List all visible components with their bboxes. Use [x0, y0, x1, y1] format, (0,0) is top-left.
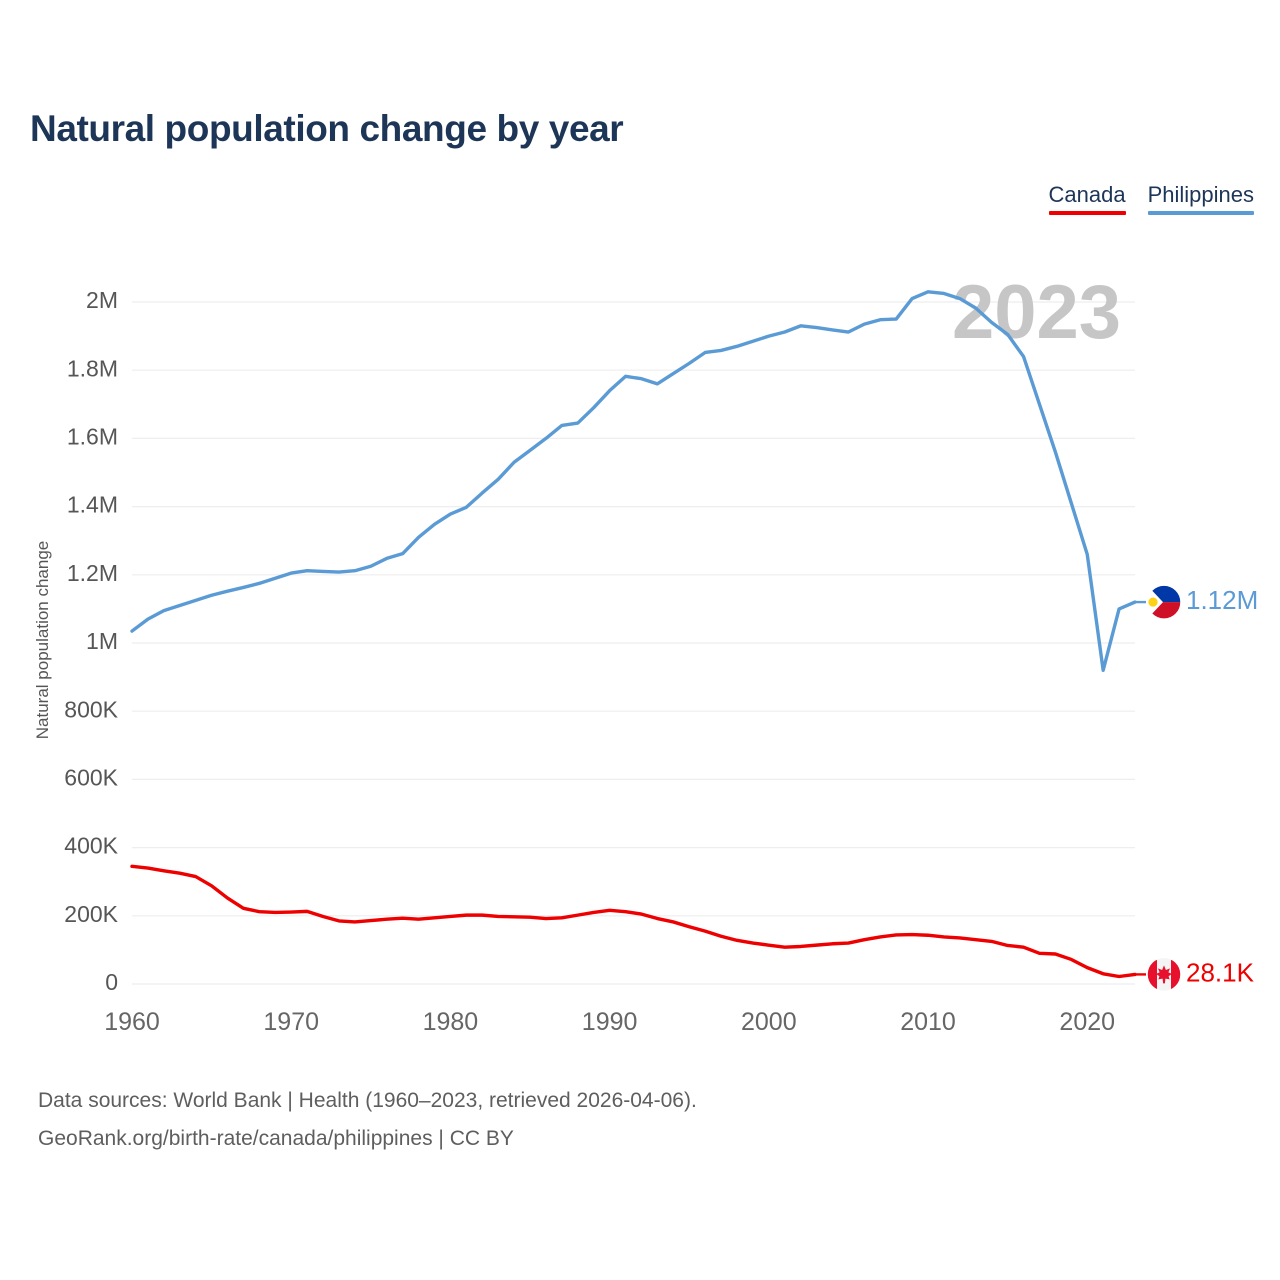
- legend-item-philippines[interactable]: Philippines: [1147, 182, 1254, 215]
- grid-lines: [132, 301, 1135, 985]
- x-axis-tick-label: 1980: [423, 1008, 479, 1036]
- legend-color-swatch-philippines: [1147, 211, 1254, 215]
- x-axis-tick-label: 1990: [582, 1008, 638, 1036]
- x-axis-tick-label: 2010: [900, 1008, 956, 1036]
- y-axis-tick-label: 600K: [64, 764, 118, 790]
- y-axis-tick-label: 1M: [86, 628, 118, 654]
- data-series: [130, 290, 1137, 979]
- x-axis-tick-label: 1960: [104, 1008, 160, 1036]
- y-axis-title: Natural population change: [33, 541, 52, 739]
- y-axis-tick-label: 800K: [64, 696, 118, 722]
- legend-label-philippines: Philippines: [1147, 182, 1254, 207]
- philippines-flag-icon: [1146, 584, 1182, 620]
- watermark-year: 2023: [952, 270, 1121, 355]
- endpoint-value-label: 1.12M: [1186, 585, 1258, 615]
- y-axis-tick-label: 1.2M: [67, 560, 118, 586]
- y-axis-tick-label: 1.8M: [67, 355, 118, 381]
- series-endpoint-markers: 1.12M 28.1K: [1135, 584, 1258, 993]
- page-title: Natural population change by year: [30, 108, 624, 149]
- y-axis-tick-label: 0: [105, 969, 118, 995]
- y-axis-tick-label: 200K: [64, 901, 118, 927]
- series-line-philippines: [130, 290, 1137, 672]
- y-axis-tick-labels: 0 200K 400K 600K 800K 1M 1.2M 1.4M 1.6M 1.8M 2M: [64, 287, 118, 995]
- canada-flag-icon: [1146, 956, 1182, 993]
- series-line-canada: [130, 864, 1137, 979]
- y-axis-tick-label: 400K: [64, 833, 118, 859]
- legend: Canada Philippines: [1048, 182, 1254, 215]
- x-axis-tick-label: 2000: [741, 1008, 797, 1036]
- y-axis-tick-label: 2M: [86, 287, 118, 313]
- y-axis-tick-label: 1.4M: [67, 492, 118, 518]
- legend-item-canada[interactable]: Canada: [1048, 182, 1126, 215]
- footer: Data sources: World Bank | Health (1960–…: [38, 1082, 697, 1158]
- footer-data-sources: Data sources: World Bank | Health (1960–…: [38, 1089, 697, 1112]
- endpoint-value-label: 28.1K: [1186, 957, 1255, 987]
- legend-label-canada: Canada: [1048, 182, 1126, 207]
- x-axis-tick-label: 2020: [1059, 1008, 1115, 1036]
- x-axis-tick-label: 1970: [263, 1008, 319, 1036]
- legend-color-swatch-canada: [1048, 211, 1126, 215]
- x-axis-tick-labels: 1960 1970 1980 1990 2000 2010 2020: [104, 1008, 1115, 1036]
- line-chart-plot: 0 200K 400K 600K 800K 1M 1.2M 1.4M 1.6M 1.8M 2M 19…: [33, 270, 1258, 1036]
- y-axis-tick-label: 1.6M: [67, 423, 118, 449]
- footer-attribution: GeoRank.org/birth-rate/canada/philippine…: [38, 1127, 514, 1150]
